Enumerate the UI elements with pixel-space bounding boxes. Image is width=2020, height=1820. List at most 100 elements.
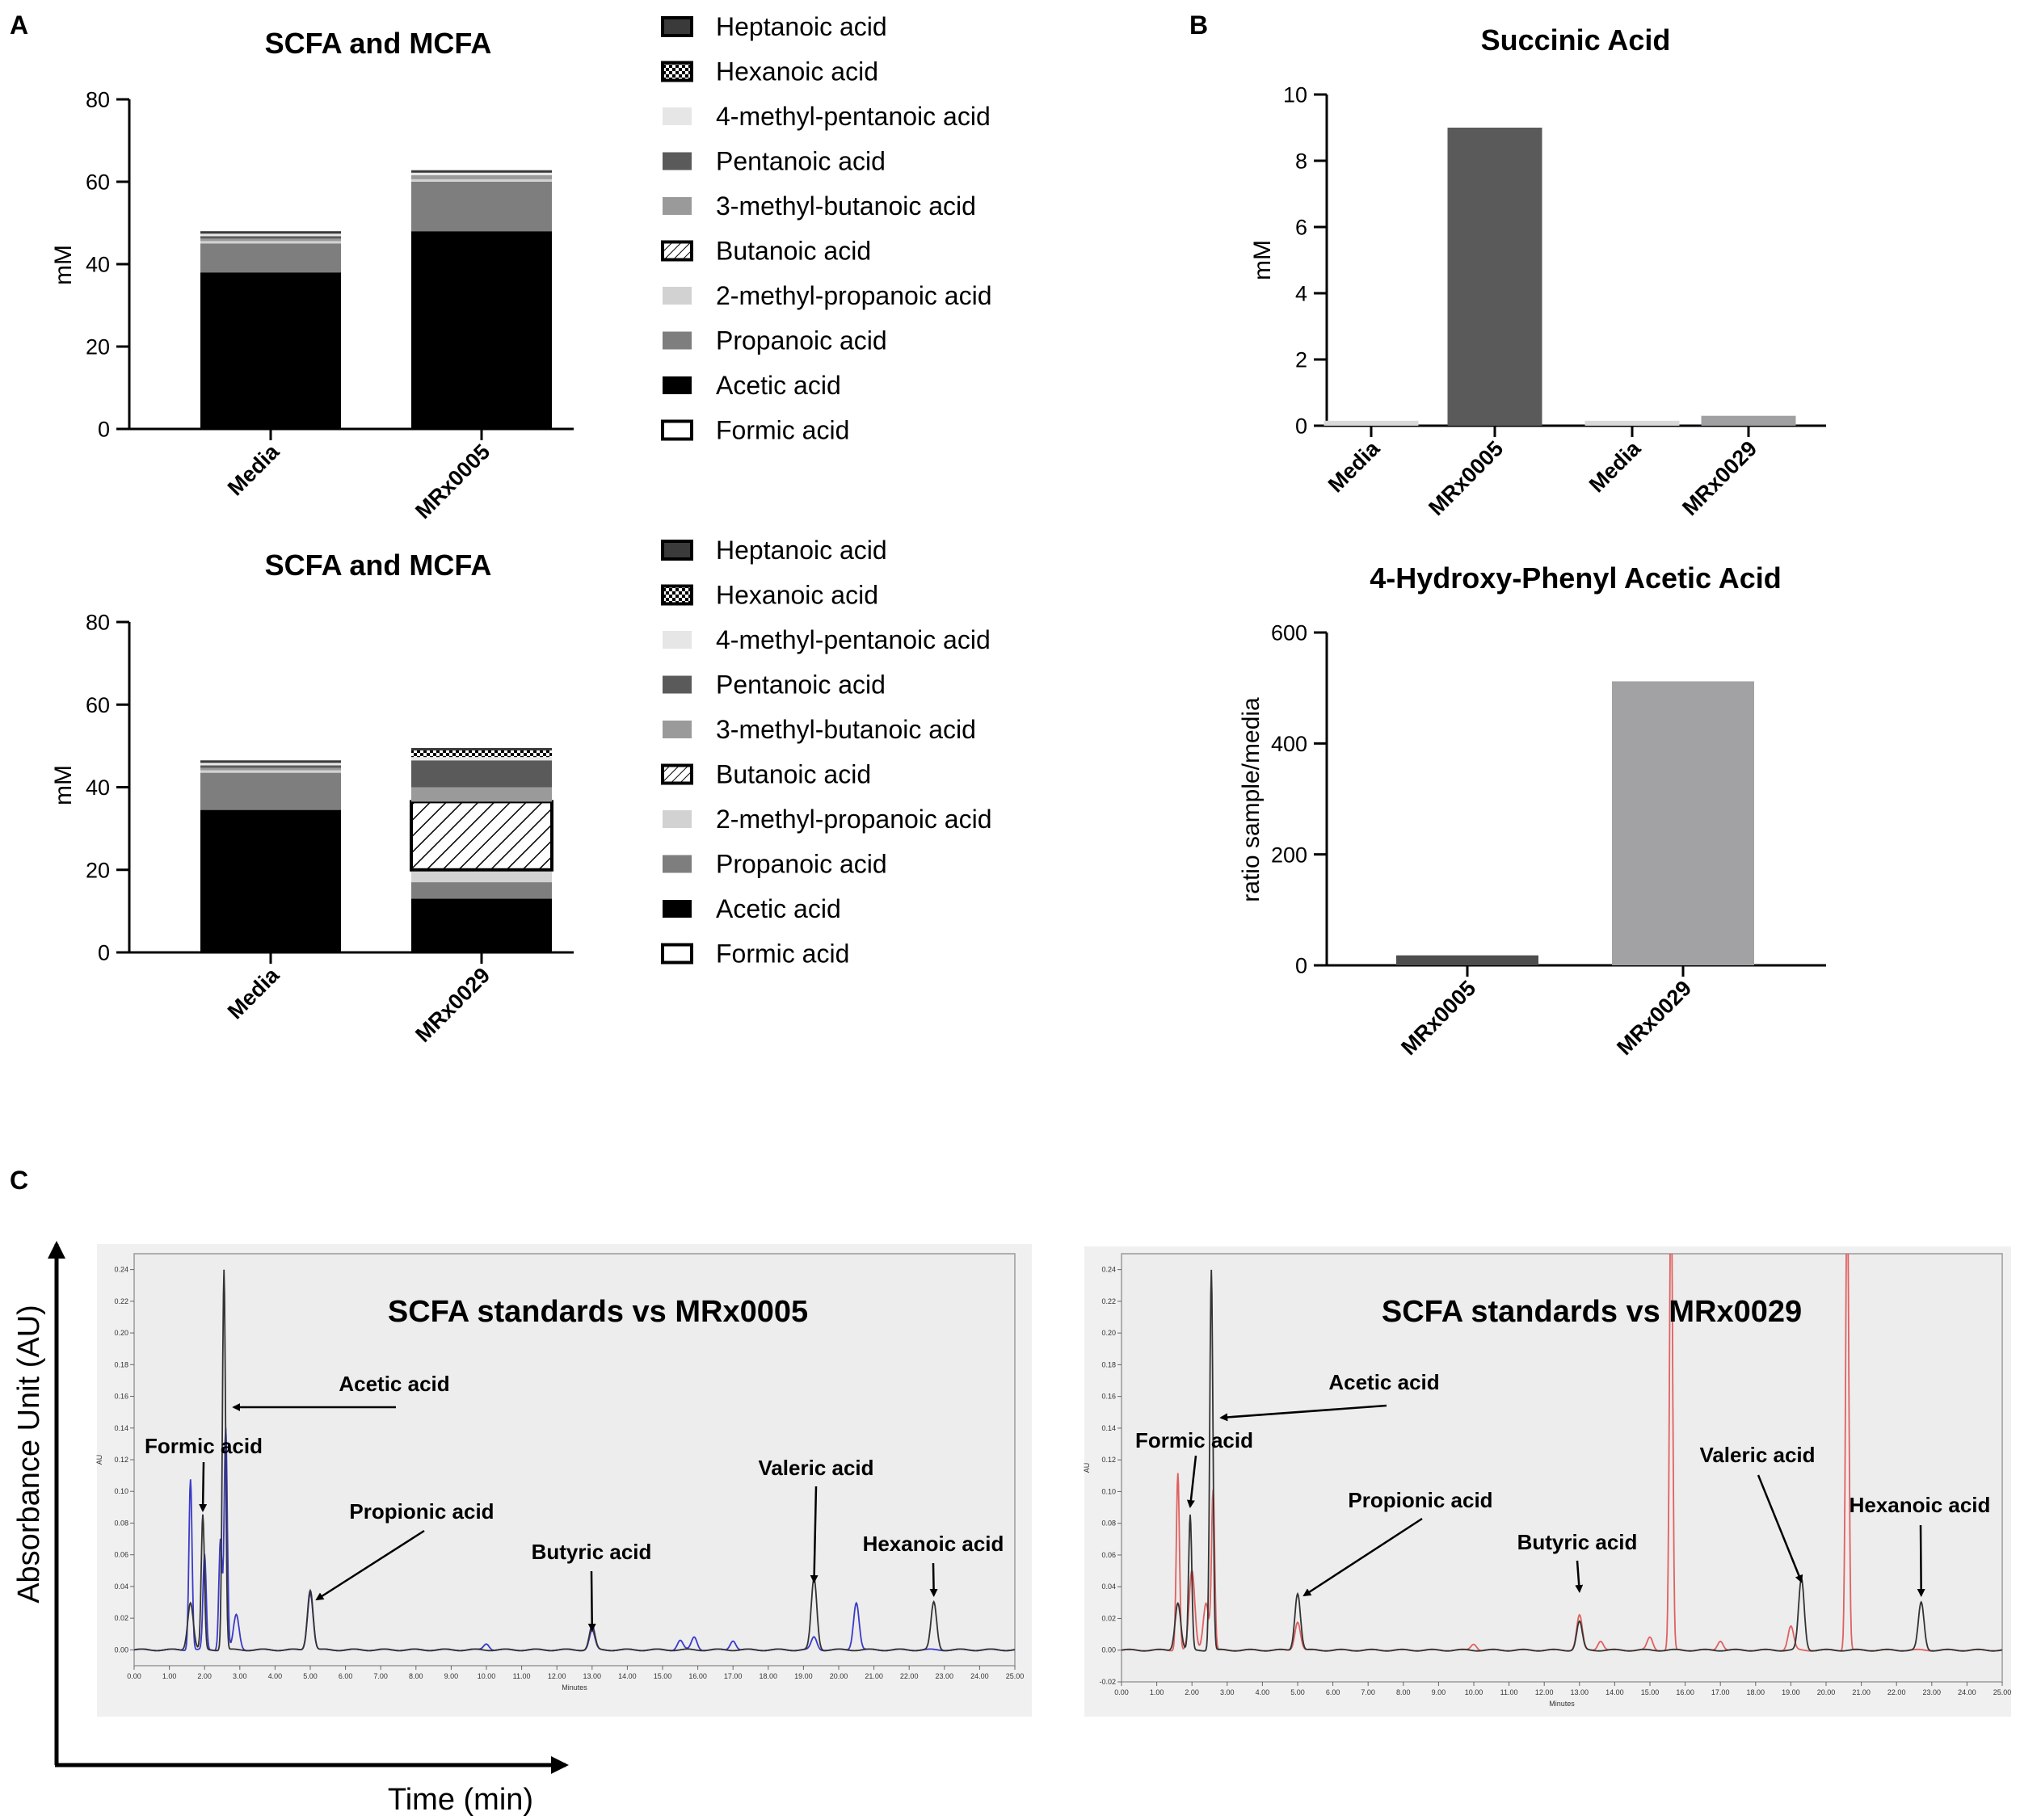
peak-arrow bbox=[315, 1529, 425, 1601]
bar-mrx0029 bbox=[1612, 681, 1754, 965]
y-axis-label: mM bbox=[50, 245, 77, 285]
bar-mrx0005 bbox=[1447, 128, 1542, 426]
legend-label-4-methyl-pentanoic-acid: 4-methyl-pentanoic acid bbox=[716, 625, 991, 654]
chart-b2: 4-Hydroxy-Phenyl Acetic Acid ratio sampl… bbox=[1238, 561, 1826, 1060]
legend-swatch-heptanoic-acid bbox=[661, 540, 693, 561]
x-tick-label: 15.00 bbox=[1641, 1688, 1660, 1696]
bar-segment-propanoic-acid bbox=[411, 182, 552, 232]
peak-arrow bbox=[1302, 1517, 1423, 1597]
x-tick-label: 1.00 bbox=[1150, 1688, 1164, 1696]
plot-frame bbox=[133, 1253, 1016, 1667]
legend: Heptanoic acid Hexanoic acid 4-methyl-pent… bbox=[661, 536, 992, 969]
x-tick-label: 25.00 bbox=[1993, 1688, 2012, 1696]
x-tick-label: 17.00 bbox=[724, 1672, 743, 1680]
x-tick-label: 20.00 bbox=[830, 1672, 848, 1680]
legend-swatch-3-methyl-butanoic-acid bbox=[663, 197, 692, 215]
x-tick-label: 8.00 bbox=[409, 1672, 423, 1680]
bar-segment-acetic-acid bbox=[411, 231, 552, 429]
legend-swatch-4-methyl-pentanoic-acid bbox=[663, 107, 692, 125]
x-tick-label: 16.00 bbox=[688, 1672, 707, 1680]
chart-title: 4-Hydroxy-Phenyl Acetic Acid bbox=[1370, 561, 1781, 595]
peak-arrow bbox=[1219, 1404, 1387, 1422]
y-axis-title: AU bbox=[1083, 1463, 1091, 1473]
x-tick-label: 14.00 bbox=[618, 1672, 637, 1680]
legend-swatch-formic-acid bbox=[661, 419, 693, 441]
legend-label-2-methyl-propanoic-acid: 2-methyl-propanoic acid bbox=[716, 281, 992, 310]
x-tick-label: 2.00 bbox=[197, 1672, 212, 1680]
y-tick-label: 0.08 bbox=[1101, 1519, 1116, 1528]
y-tick-label: 0.12 bbox=[1101, 1456, 1116, 1464]
chart-title: SCFA standards vs MRx0005 bbox=[388, 1295, 808, 1329]
bar-segment-3-methyl-butanoic-acid bbox=[200, 238, 341, 242]
bar-media bbox=[1324, 420, 1419, 426]
peak-label-valeric-acid: Valeric acid bbox=[758, 1456, 873, 1480]
x-tick-label: 25.00 bbox=[1006, 1672, 1025, 1680]
y-tick-label: 400 bbox=[1271, 732, 1307, 756]
panel-label-c: C bbox=[10, 1166, 28, 1195]
y-tick-label: 0.16 bbox=[1101, 1393, 1116, 1401]
peak-arrow bbox=[1757, 1474, 1803, 1583]
peak-label-valeric-acid: Valeric acid bbox=[1699, 1443, 1815, 1467]
x-tick-label: 10.00 bbox=[478, 1672, 496, 1680]
legend-label-3-methyl-butanoic-acid: 3-methyl-butanoic acid bbox=[716, 191, 976, 221]
plot-frame bbox=[1121, 1253, 2003, 1683]
chart-title: SCFA and MCFA bbox=[265, 27, 492, 60]
legend-label-3-methyl-butanoic-acid: 3-methyl-butanoic acid bbox=[716, 715, 976, 744]
peak-label-hexanoic-acid: Hexanoic acid bbox=[863, 1532, 1004, 1556]
x-tick-label: 6.00 bbox=[1326, 1688, 1340, 1696]
legend-label-formic-acid: Formic acid bbox=[716, 416, 849, 445]
y-tick-label: 0.08 bbox=[114, 1519, 128, 1527]
x-tick-label: 0.00 bbox=[127, 1672, 141, 1680]
legend-swatch-formic-acid bbox=[661, 943, 693, 965]
y-tick-label: 0.04 bbox=[1101, 1583, 1116, 1591]
y-tick-label: 0.24 bbox=[1101, 1266, 1116, 1274]
y-tick-label: 20 bbox=[86, 858, 110, 882]
x-tick-label: 7.00 bbox=[1361, 1688, 1375, 1696]
peak-label-butyric-acid: Butyric acid bbox=[1517, 1530, 1638, 1554]
x-tick-label: 18.00 bbox=[760, 1672, 778, 1680]
x-tick-label: 1.00 bbox=[162, 1672, 177, 1680]
legend-label-hexanoic-acid: Hexanoic acid bbox=[716, 581, 878, 610]
bar-segment-2-methyl-propanoic-acid bbox=[200, 241, 341, 244]
x-tick-label: 13.00 bbox=[583, 1672, 602, 1680]
x-tick-label: 2.00 bbox=[1185, 1688, 1199, 1696]
panel-label-b: B bbox=[1189, 11, 1208, 40]
legend-label-pentanoic-acid: Pentanoic acid bbox=[716, 147, 886, 176]
y-tick-label: 0.02 bbox=[1101, 1614, 1116, 1622]
bar-segment-pentanoic-acid bbox=[200, 765, 341, 768]
y-tick-label: 0.00 bbox=[1101, 1646, 1116, 1654]
chart-c2: -0.02 0.00 0.02 0.04 0.06 0.08 0.10 0.12 0.14 0.1… bbox=[1083, 1246, 2012, 1717]
chromatogram: -0.02 0.00 0.02 0.04 0.06 0.08 0.10 0.12 0.14 0.1… bbox=[1083, 1246, 2012, 1717]
bar-segment-2-methyl-propanoic-acid bbox=[411, 869, 552, 883]
peak-label-formic-acid: Formic acid bbox=[1135, 1428, 1253, 1452]
legend-swatch-pentanoic-acid bbox=[663, 675, 692, 694]
bar-segment-3-methyl-butanoic-acid bbox=[411, 787, 552, 802]
x-tick-label: 5.00 bbox=[303, 1672, 318, 1680]
y-tick-label: 0.06 bbox=[1101, 1551, 1116, 1559]
chromatogram: 0.00 0.02 0.04 0.06 0.08 0.10 0.12 0.14 0.16 0.18… bbox=[95, 1244, 1032, 1717]
chart-c1: 0.00 0.02 0.04 0.06 0.08 0.10 0.12 0.14 0.16 0.18… bbox=[95, 1244, 1032, 1717]
x-tick-label: 24.00 bbox=[1958, 1688, 1976, 1696]
x-tick-label: MRx0005 bbox=[410, 439, 494, 523]
x-tick-label: Media bbox=[1324, 435, 1385, 497]
x-tick-label: 22.00 bbox=[1887, 1688, 1906, 1696]
bar-segment-heptanoic-acid bbox=[200, 231, 341, 234]
bar-segment-3-methyl-butanoic-acid bbox=[411, 174, 552, 179]
x-tick-label: MRx0005 bbox=[1396, 976, 1480, 1060]
y-tick-label: 10 bbox=[1283, 83, 1307, 107]
x-tick-label: 14.00 bbox=[1605, 1688, 1624, 1696]
peak-label-acetic-acid: Acetic acid bbox=[339, 1372, 449, 1396]
x-tick-label: 23.00 bbox=[936, 1672, 954, 1680]
legend-label-heptanoic-acid: Heptanoic acid bbox=[716, 536, 887, 565]
y-tick-label: -0.02 bbox=[1099, 1678, 1116, 1686]
trace-standards bbox=[1122, 1269, 2002, 1652]
y-tick-label: 0.10 bbox=[1101, 1487, 1116, 1495]
peak-arrow bbox=[1575, 1560, 1584, 1593]
y-tick-label: 0.18 bbox=[1101, 1360, 1116, 1368]
bar-segment-acetic-acid bbox=[200, 809, 341, 952]
x-tick-label: 22.00 bbox=[900, 1672, 919, 1680]
y-tick-label: 0.14 bbox=[1101, 1424, 1116, 1432]
x-tick-label: 21.00 bbox=[1852, 1688, 1871, 1696]
y-tick-label: 6 bbox=[1295, 216, 1307, 240]
